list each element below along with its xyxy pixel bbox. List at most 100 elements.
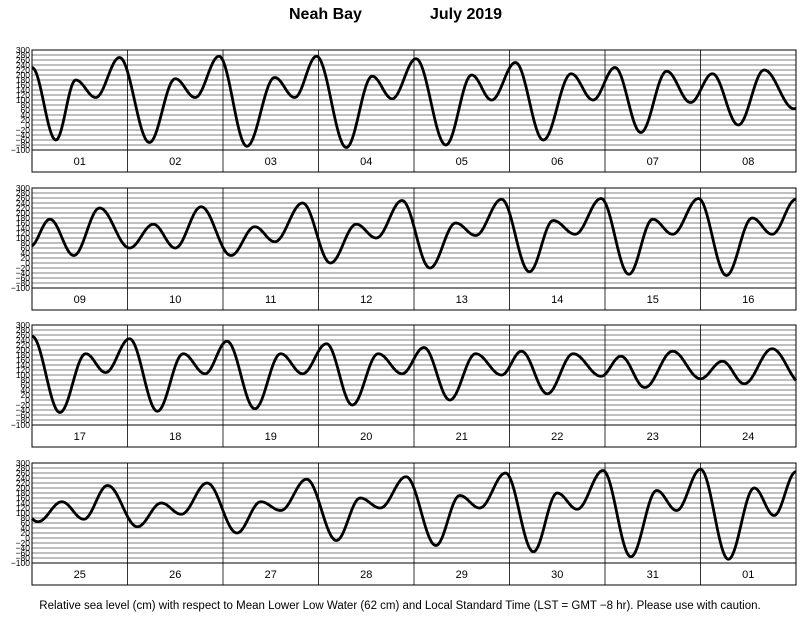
y-tick-label: 220 (16, 478, 30, 488)
y-tick-label: 120 (16, 365, 30, 375)
y-tick-label: 200 (16, 208, 30, 218)
y-tick-label: 20 (21, 253, 31, 263)
day-label: 31 (647, 569, 659, 581)
y-tick-label: 120 (16, 90, 30, 100)
y-tick-label: 180 (16, 488, 30, 498)
day-label: 02 (169, 156, 181, 168)
day-label: 06 (551, 156, 563, 168)
y-tick-label: 100 (16, 233, 30, 243)
day-label: 29 (456, 569, 468, 581)
day-label: 01 (74, 156, 86, 168)
y-tick-label: −60 (16, 135, 31, 145)
y-tick-label: −80 (16, 278, 31, 288)
day-label: 16 (742, 294, 754, 306)
y-tick-label: 100 (16, 95, 30, 105)
y-tick-label: −20 (16, 400, 31, 410)
day-label: 24 (742, 431, 754, 443)
y-tick-label: −60 (16, 548, 31, 558)
y-tick-label: 260 (16, 55, 30, 65)
day-label: 08 (742, 156, 754, 168)
y-tick-label: 140 (16, 498, 30, 508)
day-label: 10 (169, 294, 181, 306)
y-tick-label: 240 (16, 473, 30, 483)
y-tick-label: −60 (16, 410, 31, 420)
y-tick-label: 0 (25, 120, 30, 130)
y-tick-label: −60 (16, 273, 31, 283)
y-tick-label: −80 (16, 140, 31, 150)
day-label: 14 (551, 294, 563, 306)
panel-2: 3002802602402202001801601401201008060402… (11, 183, 797, 311)
y-tick-label: −100 (11, 145, 30, 155)
y-tick-label: 100 (16, 370, 30, 380)
day-label: 26 (169, 569, 181, 581)
y-tick-label: 200 (16, 70, 30, 80)
day-label: 30 (551, 569, 563, 581)
day-label: 21 (456, 431, 468, 443)
y-tick-label: 260 (16, 193, 30, 203)
y-tick-label: 240 (16, 60, 30, 70)
y-tick-label: 180 (16, 350, 30, 360)
y-tick-label: 60 (21, 243, 31, 253)
day-label: 05 (456, 156, 468, 168)
y-tick-label: 60 (21, 105, 31, 115)
y-tick-label: −20 (16, 125, 31, 135)
y-tick-label: 40 (21, 385, 31, 395)
station-name: Neah Bay (289, 6, 362, 23)
y-tick-label: 20 (21, 528, 31, 538)
y-tick-label: 200 (16, 483, 30, 493)
y-tick-label: 240 (16, 335, 30, 345)
y-tick-label: 140 (16, 85, 30, 95)
tide-curve (31, 197, 797, 277)
day-label: 15 (647, 294, 659, 306)
y-tick-label: 220 (16, 203, 30, 213)
day-label: 12 (360, 294, 372, 306)
y-tick-label: −20 (16, 263, 31, 273)
y-tick-label: 120 (16, 503, 30, 513)
day-label: 17 (74, 431, 86, 443)
y-tick-label: 300 (16, 183, 30, 193)
y-tick-label: 300 (16, 458, 30, 468)
y-tick-label: 300 (16, 45, 30, 55)
y-tick-label: 280 (16, 188, 30, 198)
y-tick-label: −100 (11, 558, 30, 568)
y-tick-label: 140 (16, 360, 30, 370)
day-label: 13 (456, 294, 468, 306)
y-tick-label: 240 (16, 198, 30, 208)
y-tick-label: −40 (16, 405, 31, 415)
y-tick-label: −80 (16, 415, 31, 425)
day-label: 04 (360, 156, 372, 168)
y-tick-label: 180 (16, 75, 30, 85)
y-tick-label: −40 (16, 268, 31, 278)
day-label: 22 (551, 431, 563, 443)
y-tick-label: −40 (16, 130, 31, 140)
y-tick-label: −80 (16, 553, 31, 563)
y-tick-label: 260 (16, 330, 30, 340)
y-tick-label: 0 (25, 395, 30, 405)
y-tick-label: 220 (16, 65, 30, 75)
y-tick-label: 60 (21, 380, 31, 390)
chart-title: Neah Bay July 2019 (0, 6, 800, 26)
y-tick-label: 300 (16, 320, 30, 330)
day-label: 07 (647, 156, 659, 168)
y-tick-label: 40 (21, 248, 31, 258)
y-tick-label: 280 (16, 325, 30, 335)
y-tick-label: 40 (21, 523, 31, 533)
y-tick-label: 80 (21, 513, 31, 523)
y-tick-label: 160 (16, 493, 30, 503)
tide-curve (31, 334, 798, 414)
panel-1: 3002802602402202001801601401201008060402… (11, 45, 797, 173)
month-year: July 2019 (430, 6, 503, 23)
day-label: 27 (265, 569, 277, 581)
y-tick-label: 80 (21, 375, 31, 385)
tide-curve (31, 467, 797, 561)
day-label: 09 (74, 294, 86, 306)
y-tick-label: −100 (11, 283, 30, 293)
chart-caption: Relative sea level (cm) with respect to … (39, 600, 761, 612)
day-label: 01 (742, 569, 754, 581)
y-tick-label: −20 (16, 538, 31, 548)
y-tick-label: 80 (21, 238, 31, 248)
y-tick-label: 200 (16, 345, 30, 355)
y-tick-label: 80 (21, 100, 31, 110)
panel-4: 3002802602402202001801601401201008060402… (11, 458, 797, 586)
y-tick-label: 40 (21, 110, 31, 120)
